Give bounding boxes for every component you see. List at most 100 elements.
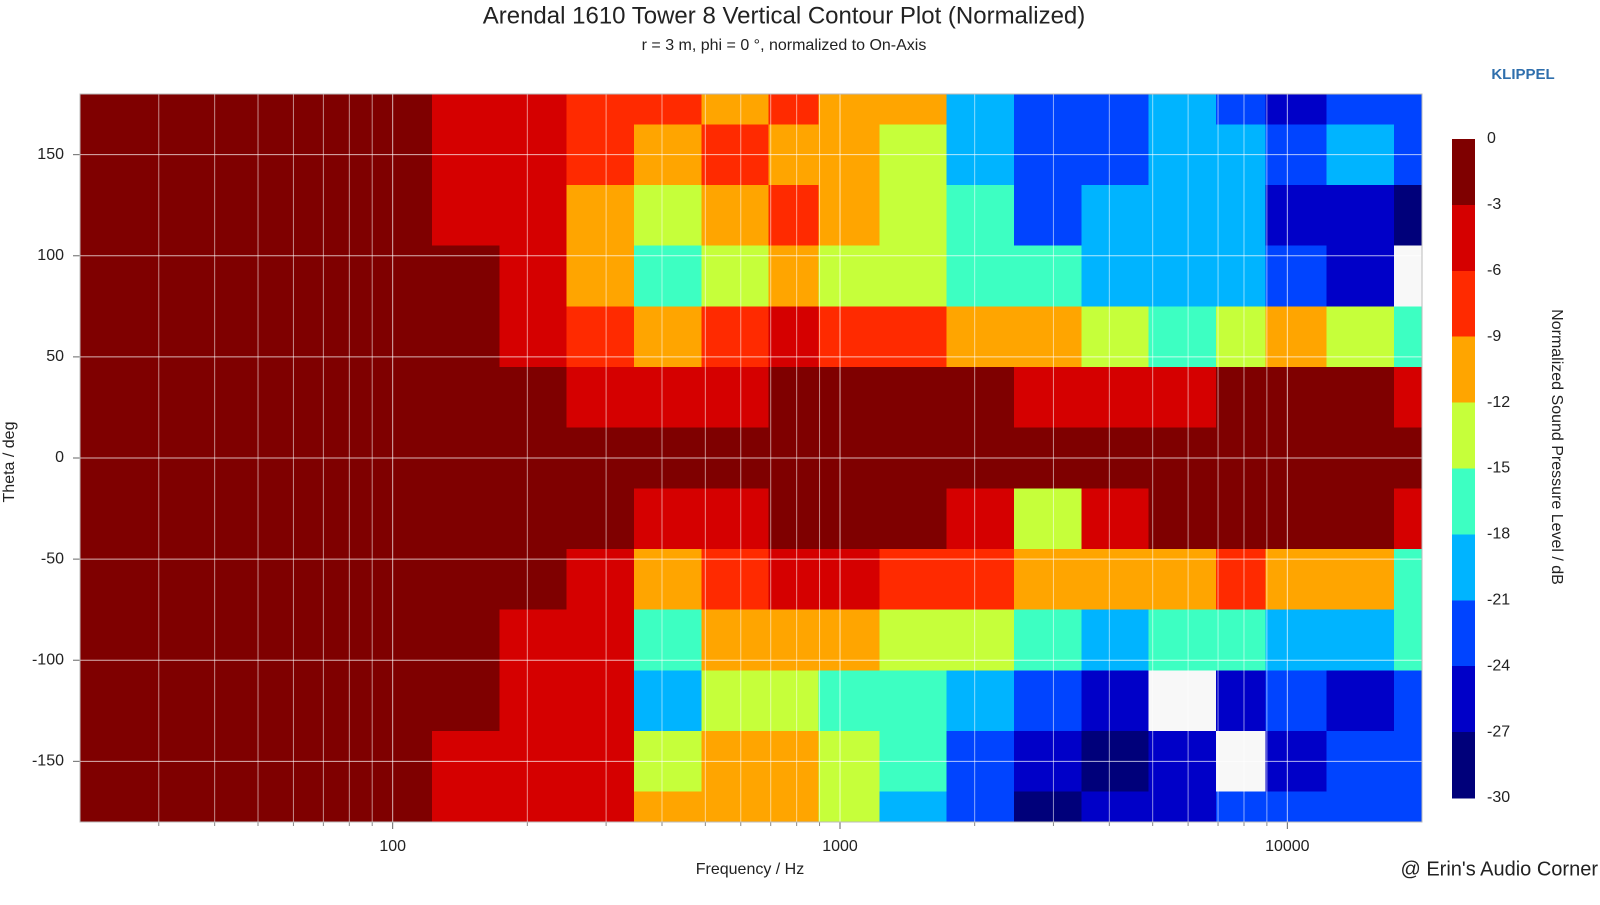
contour-cell [1014,670,1082,732]
contour-cell [80,549,170,611]
contour-cell [818,245,880,307]
contour-cell [1265,306,1328,368]
contour-cell [1326,185,1395,247]
contour-cell [946,367,1015,429]
contour-cell [566,549,635,611]
contour-cell [1148,791,1217,823]
x-tick-label: 100 [379,838,406,855]
contour-cell [1148,488,1217,550]
contour-cell [169,306,326,368]
contour-cell [1216,609,1267,671]
contour-cell [325,306,433,368]
contour-cell [768,609,819,671]
contour-cell [1265,488,1328,550]
contour-cell [1081,488,1150,550]
contour-cell [566,670,635,732]
contour-cell [80,791,170,823]
contour-cell [946,245,1015,307]
contour-cell [499,367,568,429]
contour-cell [818,94,880,125]
contour-cell [1081,670,1150,732]
contour-cell [818,185,880,247]
contour-cell [566,488,635,550]
contour-cell [169,94,326,125]
contour-cell [566,185,635,247]
contour-cell [1216,791,1267,823]
contour-cell [768,245,819,307]
contour-cell [169,367,326,429]
contour-cell [1394,367,1423,429]
contour-cell [432,488,500,550]
x-axis-label: Frequency / Hz [696,861,804,878]
contour-cell [1148,549,1217,611]
colorbar-band [1452,534,1475,601]
contour-cell [1014,367,1082,429]
colorbar-band [1452,468,1475,535]
plot-frame [79,93,1423,823]
contour-cell [946,670,1015,732]
contour-cell [768,549,819,611]
contour-cell [1394,245,1423,307]
contour-cell [1148,670,1217,732]
contour-cell [701,549,770,611]
contour-cell [1394,306,1423,368]
contour-cell [634,245,702,307]
contour-cell [325,94,433,125]
contour-cell [325,549,433,611]
contour-cell [1216,367,1267,429]
contour-cell [1014,488,1082,550]
contour-cell [499,488,568,550]
contour-cell [701,94,770,125]
contour-cell [432,670,500,732]
colorbar-tick-label: -3 [1487,196,1501,213]
contour-cell [1326,94,1395,125]
y-tick-label: 150 [37,146,64,163]
contour-cell [634,791,702,823]
credit: @ Erin's Audio Corner [1400,858,1598,880]
contour-cell [1265,367,1328,429]
contour-cell [1014,94,1082,125]
contour-cell [432,185,500,247]
colorbar-band [1452,139,1475,206]
contour-cell [1216,549,1267,611]
contour-cell [1081,94,1150,125]
contour-cell [1014,185,1082,247]
colorbar-tick-label: -6 [1487,262,1501,279]
contour-cell [634,488,702,550]
contour-cell [1394,549,1423,611]
contour-cell [1148,306,1217,368]
contour-cell [325,367,433,429]
colorbar-tick-label: -18 [1487,526,1510,543]
contour-cell [80,488,170,550]
contour-cell [499,185,568,247]
contour-cell [1081,609,1150,671]
contour-cell [325,670,433,732]
colorbar-label: Normalized Sound Pressure Level / dB [1548,309,1565,585]
contour-cell [818,609,880,671]
colorbar-band [1452,336,1475,404]
contour-cell [768,94,819,125]
colorbar-tick-label: 0 [1487,130,1496,147]
contour-cell [1216,185,1267,247]
contour-cell [169,609,326,671]
contour-cell [169,488,326,550]
contour-cell [879,367,948,429]
colorbar-band [1452,270,1475,338]
contour-cell [879,185,948,247]
contour-cell [701,367,770,429]
colorbar-band [1452,600,1475,667]
contour-cell [566,367,635,429]
contour-cell [325,609,433,671]
contour-cell [499,670,568,732]
contour-cell [701,670,770,732]
contour-cell [1265,185,1328,247]
contour-cell [1394,94,1423,125]
contour-cell [946,94,1015,125]
contour-cell [701,488,770,550]
contour-cell [1081,791,1150,823]
y-axis-label: Theta / deg [1,422,18,503]
colorbar-tick-label: -15 [1487,460,1510,477]
contour-cell [499,549,568,611]
contour-cell [80,367,170,429]
contour-cell [1265,791,1328,823]
